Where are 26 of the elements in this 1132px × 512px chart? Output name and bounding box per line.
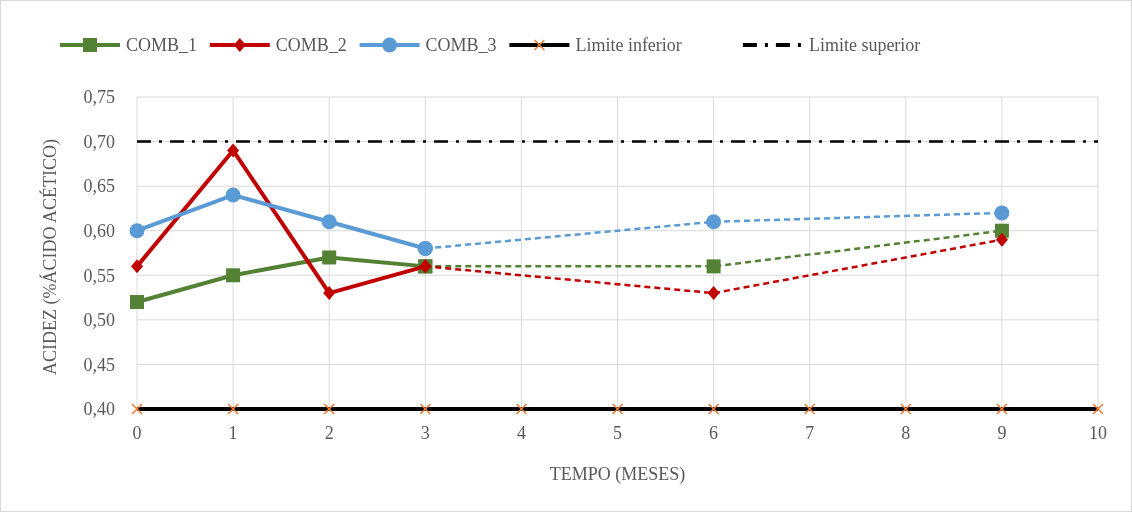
y-tick-label: 0,45 — [83, 354, 115, 375]
x-tick-label: 8 — [901, 423, 911, 443]
x-tick-label: 5 — [613, 423, 622, 443]
x-tick-label: 3 — [420, 423, 430, 443]
legend-label: COMB_3 — [425, 35, 497, 56]
y-tick-label: 0,75 — [83, 87, 115, 108]
y-tick-label: 0,65 — [83, 176, 115, 197]
x-tick-label: 0 — [132, 423, 142, 443]
legend-label: Limite superior — [808, 35, 921, 56]
x-tick-label: 10 — [1089, 423, 1107, 443]
y-tick-label: 0,70 — [83, 131, 115, 152]
legend-label: COMB_1 — [126, 35, 198, 56]
legend-label: Limite inferior — [575, 35, 682, 56]
y-tick-label: 0,60 — [83, 221, 115, 242]
y-tick-label: 0,55 — [83, 265, 115, 286]
x-tick-label: 9 — [997, 423, 1007, 443]
x-tick-label: 2 — [324, 423, 334, 443]
x-tick-label: 4 — [516, 423, 526, 443]
y-tick-label: 0,40 — [83, 399, 115, 420]
x-tick-label: 6 — [709, 423, 719, 443]
x-tick-label: 7 — [805, 423, 815, 443]
y-axis-title: ACIDEZ (%ÁCIDO ACÉTICO) — [39, 139, 61, 375]
y-tick-label: 0,50 — [83, 310, 115, 331]
x-tick-label: 1 — [228, 423, 238, 443]
legend-label: COMB_2 — [275, 35, 347, 56]
x-axis-title: TEMPO (MESES) — [549, 464, 686, 485]
